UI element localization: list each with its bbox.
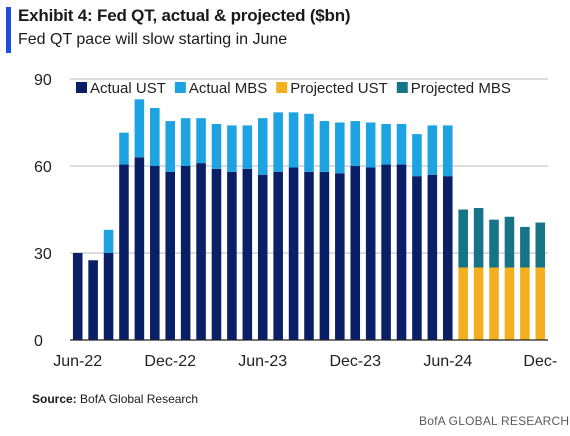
bar-actual-mbs	[103, 229, 114, 253]
bar-actual-mbs	[227, 125, 237, 172]
legend-swatch	[174, 82, 186, 93]
chart-axes: 0 30 60 90 Jun-22 Dec-22 Jun-23 Dec-23 Jun-24 Dec…	[34, 72, 557, 370]
legend-label: Projected UST	[290, 80, 388, 97]
bar-actual-ust	[150, 166, 160, 340]
bar-actual-mbs	[365, 122, 376, 168]
chart-subtitle: Fed QT pace will slow starting in June	[18, 31, 288, 48]
legend-label: Projected MBS	[411, 80, 511, 97]
bar-actual-ust	[288, 167, 299, 340]
bar-actual-mbs	[242, 125, 253, 169]
bar-actual-mbs	[381, 123, 391, 165]
bar-actual-mbs	[257, 118, 268, 175]
bar-actual-ust	[211, 168, 222, 340]
bar-actual-mbs	[180, 118, 191, 166]
bar-actual-mbs	[396, 123, 407, 165]
x-tick-label: Dec-23	[329, 353, 381, 370]
bar-projected-ust	[458, 267, 468, 340]
bar-actual-ust	[350, 166, 361, 340]
bar-projected-mbs	[520, 226, 530, 268]
legend-swatch	[276, 82, 288, 93]
legend-label: Actual MBS	[189, 80, 267, 97]
bar-actual-ust	[242, 168, 253, 340]
bar-actual-ust	[88, 260, 98, 340]
bar-actual-mbs	[150, 108, 160, 166]
legend-swatch	[76, 82, 87, 93]
bar-projected-mbs	[458, 209, 468, 268]
x-tick-label: Jun-24	[423, 353, 472, 370]
bar-projected-ust	[520, 267, 530, 340]
bar-actual-mbs	[211, 123, 222, 169]
bar-actual-mbs	[196, 118, 206, 164]
bar-actual-mbs	[350, 121, 361, 166]
bar-actual-mbs	[165, 121, 176, 172]
y-tick-label: 30	[34, 246, 52, 263]
bar-projected-mbs	[473, 208, 484, 268]
bar-actual-ust	[442, 176, 453, 340]
y-tick-label: 90	[34, 72, 52, 89]
bar-projected-mbs	[504, 216, 515, 268]
bar-actual-ust	[165, 171, 176, 340]
bar-projected-ust	[535, 267, 546, 340]
bar-actual-ust	[227, 171, 237, 340]
bar-actual-ust	[180, 166, 191, 340]
source-note: Source: BofA Global Research	[32, 392, 198, 406]
bar-actual-mbs	[119, 132, 129, 165]
bar-actual-ust	[257, 174, 268, 340]
bar-actual-mbs	[412, 134, 422, 177]
bar-actual-ust	[427, 174, 438, 340]
chart-title: Exhibit 4: Fed QT, actual & projected ($…	[18, 6, 351, 25]
bar-actual-mbs	[442, 125, 453, 177]
y-tick-label: 0	[34, 333, 43, 350]
x-tick-label: Jun-22	[53, 353, 102, 370]
bar-projected-ust	[473, 267, 484, 340]
bar-actual-mbs	[288, 112, 299, 168]
title-accent-bar	[6, 7, 11, 53]
chart-bars	[72, 99, 546, 340]
source-text: BofA Global Research	[80, 392, 199, 406]
bar-actual-mbs	[304, 113, 314, 172]
chart-legend: Actual UST Actual MBS Projected UST Project…	[76, 80, 511, 97]
x-tick-label: Dec-	[523, 353, 557, 370]
y-tick-label: 60	[34, 159, 52, 176]
bar-actual-ust	[412, 176, 422, 340]
x-tick-label: Jun-23	[238, 353, 287, 370]
bar-actual-ust	[119, 164, 129, 340]
bar-projected-ust	[504, 267, 515, 340]
bar-actual-mbs	[319, 121, 330, 172]
x-tick-label: Dec-22	[144, 353, 196, 370]
bar-actual-mbs	[134, 99, 145, 158]
bar-actual-ust	[381, 164, 391, 340]
bar-actual-ust	[335, 173, 345, 340]
bar-actual-ust	[319, 171, 330, 340]
legend-swatch	[396, 82, 408, 93]
bar-actual-ust	[196, 163, 206, 340]
legend-label: Actual UST	[90, 80, 166, 97]
bar-projected-mbs	[489, 219, 499, 268]
source-label: Source:	[32, 392, 77, 406]
bar-actual-ust	[304, 171, 314, 340]
bar-actual-ust	[103, 253, 114, 340]
brand-footer: BofA GLOBAL RESEARCH	[419, 414, 570, 428]
bar-actual-mbs	[335, 122, 345, 174]
bar-actual-ust	[72, 253, 83, 340]
bar-projected-mbs	[535, 222, 546, 268]
bar-actual-mbs	[427, 125, 438, 175]
bar-actual-mbs	[273, 112, 283, 172]
bar-actual-ust	[396, 164, 407, 340]
bar-actual-ust	[134, 157, 145, 340]
bar-actual-ust	[273, 171, 283, 340]
bar-projected-ust	[489, 267, 499, 340]
bar-actual-ust	[365, 167, 376, 340]
